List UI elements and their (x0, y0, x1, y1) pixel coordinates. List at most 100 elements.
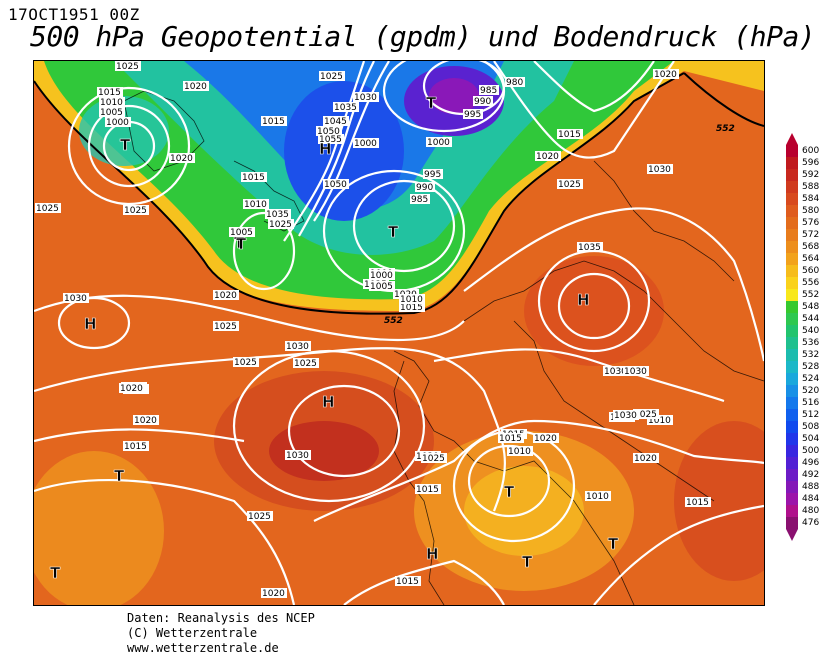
pressure-label-bg (123, 205, 149, 215)
pressure-label: 1025 (558, 180, 581, 190)
pressure-label: 1025 (234, 358, 257, 368)
pressure-label: 1030 (354, 93, 377, 103)
pressure-label: 995 (464, 110, 481, 120)
legend-swatch (786, 313, 798, 325)
legend-swatch (786, 193, 798, 205)
low-pressure-center: T (504, 483, 515, 501)
credit-website: www.wetterzentrale.de (127, 641, 279, 655)
high-pressure-center: H (426, 545, 439, 563)
legend-tick-label: 556 (802, 278, 820, 288)
legend-tick-label: 552 (802, 290, 820, 300)
pressure-label: 1020 (120, 384, 143, 394)
legend-tick-label: 564 (802, 254, 820, 264)
low-pressure-center: T (426, 94, 437, 112)
pressure-label: 1000 (427, 138, 450, 148)
legend-swatch (786, 301, 798, 313)
pressure-label-bg (533, 433, 559, 443)
legend-swatch (786, 265, 798, 277)
legend-tick-label: 480 (802, 506, 820, 516)
legend-swatch (786, 397, 798, 409)
pressure-label: 1020 (654, 70, 677, 80)
pressure-label: 990 (416, 183, 433, 193)
pressure-label: 1025 (116, 62, 139, 72)
high-pressure-center: H (577, 291, 590, 309)
legend-tick-label: 584 (802, 194, 820, 204)
pressure-label: 995 (424, 170, 441, 180)
legend-swatch (786, 169, 798, 181)
legend-tick-label: 572 (802, 230, 820, 240)
legend-tick-label: 520 (802, 386, 820, 396)
legend-tick-label: 528 (802, 362, 820, 372)
legend-arrow-top (786, 133, 798, 145)
pressure-label-bg (123, 441, 149, 451)
pressure-label-bg (473, 96, 493, 106)
pressure-label-bg (323, 179, 349, 189)
pressure-label-bg (241, 172, 267, 182)
legend-swatch (786, 241, 798, 253)
pressure-label: 1030 (64, 294, 87, 304)
pressure-label: 1010 (508, 447, 531, 457)
legend-swatch (786, 157, 798, 169)
legend-swatch (786, 181, 798, 193)
legend-swatch (786, 421, 798, 433)
legend-swatch (786, 361, 798, 373)
pressure-label-bg (261, 116, 287, 126)
legend-tick-label: 524 (802, 374, 820, 384)
pressure-label: 1035 (334, 103, 357, 113)
legend-tick-label: 544 (802, 314, 820, 324)
pressure-label-bg (647, 164, 673, 174)
pressure-label: 1035 (266, 210, 289, 220)
pressure-label: 1020 (634, 454, 657, 464)
date-label: 17OCT1951 00Z (8, 5, 140, 24)
pressure-label: 985 (411, 195, 428, 205)
pressure-label-bg (233, 357, 259, 367)
pressure-label: 1015 (499, 434, 522, 444)
pressure-label: 1035 (578, 243, 601, 253)
legend-swatch (786, 229, 798, 241)
pressure-label: 1025 (214, 322, 237, 332)
legend-tick-label: 588 (802, 182, 820, 192)
pressure-label-bg (369, 281, 395, 291)
pressure-label: 1025 (422, 454, 445, 464)
pressure-label: 1020 (262, 589, 285, 599)
legend-tick-label: 568 (802, 242, 820, 252)
pressure-label-bg (426, 137, 452, 147)
low-pressure-center: T (114, 467, 125, 485)
pressure-label-bg (535, 151, 561, 161)
credit-data-source: Daten: Reanalysis des NCEP (127, 611, 315, 625)
legend-swatch (786, 373, 798, 385)
pressure-label: 1020 (534, 434, 557, 444)
pressure-label-bg (585, 491, 611, 501)
pressure-label: 1020 (134, 416, 157, 426)
weather-map: 1025 1015 1010 1005 1000 1020 1025 1015 1020 1025… (33, 60, 765, 606)
pressure-label-bg (633, 453, 659, 463)
pressure-label: 985 (480, 86, 497, 96)
pressure-label-bg (133, 415, 159, 425)
legend-swatch (786, 409, 798, 421)
legend-swatch (786, 217, 798, 229)
legend-tick-label: 548 (802, 302, 820, 312)
pressure-label-bg (99, 97, 125, 107)
pressure-label-bg (423, 169, 443, 179)
pressure-label: 1045 (324, 117, 347, 127)
pressure-label-bg (498, 433, 524, 443)
legend-tick-label: 496 (802, 458, 820, 468)
legend-tick-label: 580 (802, 206, 820, 216)
legend-swatch (786, 493, 798, 505)
pressure-label: 1015 (416, 485, 439, 495)
legend-tick-label: 532 (802, 350, 820, 360)
pressure-label-bg (285, 341, 311, 351)
pressure-label: 1030 (624, 367, 647, 377)
legend-tick-label: 516 (802, 398, 820, 408)
pressure-label-bg (115, 61, 141, 71)
legend-swatch (786, 145, 798, 157)
pressure-label-bg (505, 77, 525, 87)
pressure-label-bg (410, 194, 430, 204)
legend-swatch (786, 349, 798, 361)
pressure-label-bg (353, 92, 379, 102)
pressure-label-bg (119, 383, 145, 393)
pressure-label: 1010 (648, 416, 671, 426)
legend-swatch (786, 253, 798, 265)
legend-swatch (786, 469, 798, 481)
legend-tick-label: 596 (802, 158, 820, 168)
